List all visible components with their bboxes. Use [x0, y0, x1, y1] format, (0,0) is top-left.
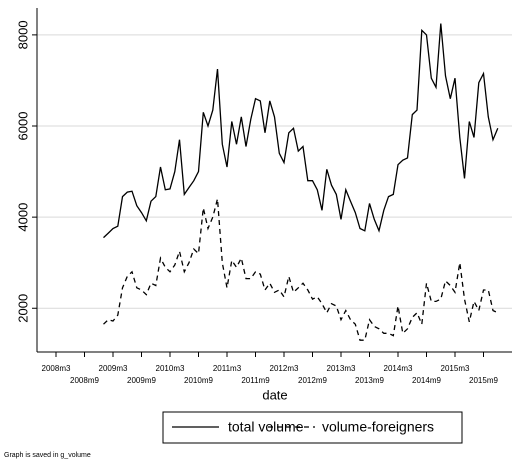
x-tick-label: 2011m3 [213, 364, 242, 373]
x-tick-label: 2014m3 [384, 364, 413, 373]
x-tick-label: 2010m9 [184, 376, 213, 385]
x-axis-title: date [262, 387, 287, 402]
legend-label: volume-foreigners [322, 419, 434, 435]
x-tick-label: 2008m9 [70, 376, 99, 385]
line-series [103, 23, 499, 239]
y-tick-label: 4000 [15, 203, 30, 232]
x-tick-label: 2013m3 [327, 364, 356, 373]
legend-label: total volume [228, 419, 304, 435]
x-tick-label: 2009m9 [127, 376, 156, 385]
x-tick-label: 2012m3 [270, 364, 299, 373]
line-series [103, 198, 499, 341]
y-tick-label: 2000 [15, 294, 30, 323]
x-tick-label: 2014m9 [412, 376, 441, 385]
y-tick-label: 8000 [15, 20, 30, 49]
x-tick-label: 2010m3 [156, 364, 185, 373]
x-tick-label: 2011m9 [241, 376, 270, 385]
x-tick-label: 2015m9 [469, 376, 498, 385]
x-tick-label: 2013m9 [355, 376, 384, 385]
x-tick-label: 2009m3 [99, 364, 128, 373]
x-tick-label: 2008m3 [42, 364, 71, 373]
x-tick-label: 2012m9 [298, 376, 327, 385]
x-tick-label: 2015m3 [441, 364, 470, 373]
footnote: Graph is saved in g_volume [4, 452, 91, 459]
y-tick-label: 6000 [15, 112, 30, 141]
